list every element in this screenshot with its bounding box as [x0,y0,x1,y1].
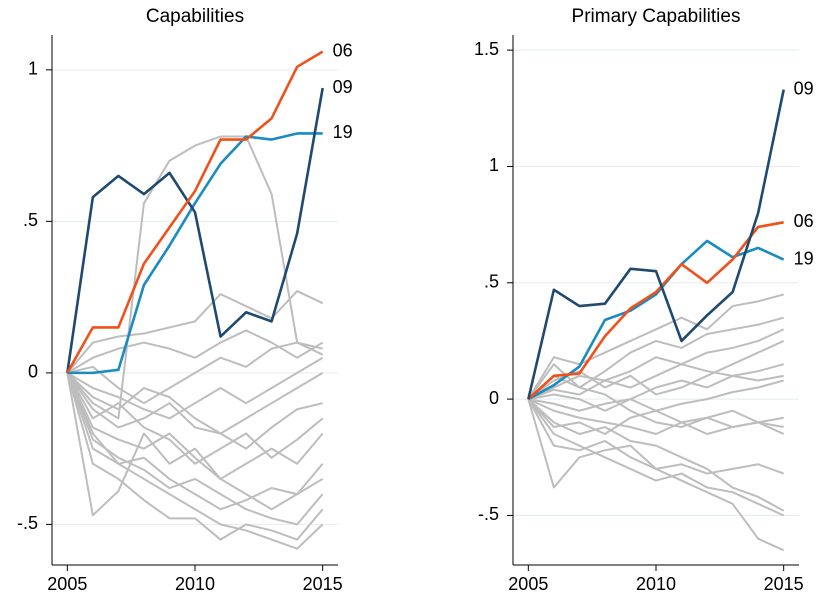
highlight-line [527,89,785,400]
background-line [527,398,785,475]
x-tick-label: 2005 [508,574,548,594]
background-line [528,379,784,412]
background-line [66,372,324,435]
x-tick-label: 2005 [47,574,87,594]
highlight-line [67,132,323,375]
background-line [66,135,324,420]
y-tick-label: 0 [489,388,499,408]
series-label: 19 [333,122,353,142]
background-line [66,372,324,480]
x-tick-label: 2015 [303,574,343,594]
series-label: 09 [794,78,814,98]
background-line [527,398,785,512]
background-line [67,341,323,405]
background-line [66,372,324,541]
highlight-line [66,50,324,374]
y-tick-label: 1 [28,59,38,79]
y-tick-label: .5 [484,272,499,292]
background-line [66,372,324,511]
x-tick-label: 2015 [764,574,804,594]
background-line [528,363,784,412]
y-tick-label: 0 [28,362,38,382]
series-label: 19 [794,248,814,268]
background-line [527,293,784,400]
highlight-line [66,87,324,374]
background-line [66,372,324,465]
background-line [527,398,785,517]
x-tick-label: 2010 [636,574,676,594]
series-label: 06 [794,211,814,231]
background-line [527,328,785,401]
x-tick-label: 2010 [175,574,215,594]
background-line [66,290,324,374]
background-line [66,356,324,420]
background-line [66,329,324,374]
y-tick-label: -.5 [17,513,38,533]
background-line [66,372,324,550]
y-tick-label: 1 [489,155,499,175]
chart-title: Capabilities [146,6,244,27]
highlight-line [527,239,785,401]
y-tick-label: 1.5 [474,39,499,59]
background-line [66,372,324,526]
background-line [66,372,323,450]
background-line [527,363,785,435]
y-tick-label: .5 [23,210,38,230]
y-tick-label: -.5 [478,504,499,524]
background-line [66,372,324,517]
series-label: 06 [333,40,353,60]
highlight-line [527,221,784,401]
chart-title: Primary Capabilities [572,6,741,27]
series-label: 09 [333,77,353,97]
background-line [527,316,784,400]
